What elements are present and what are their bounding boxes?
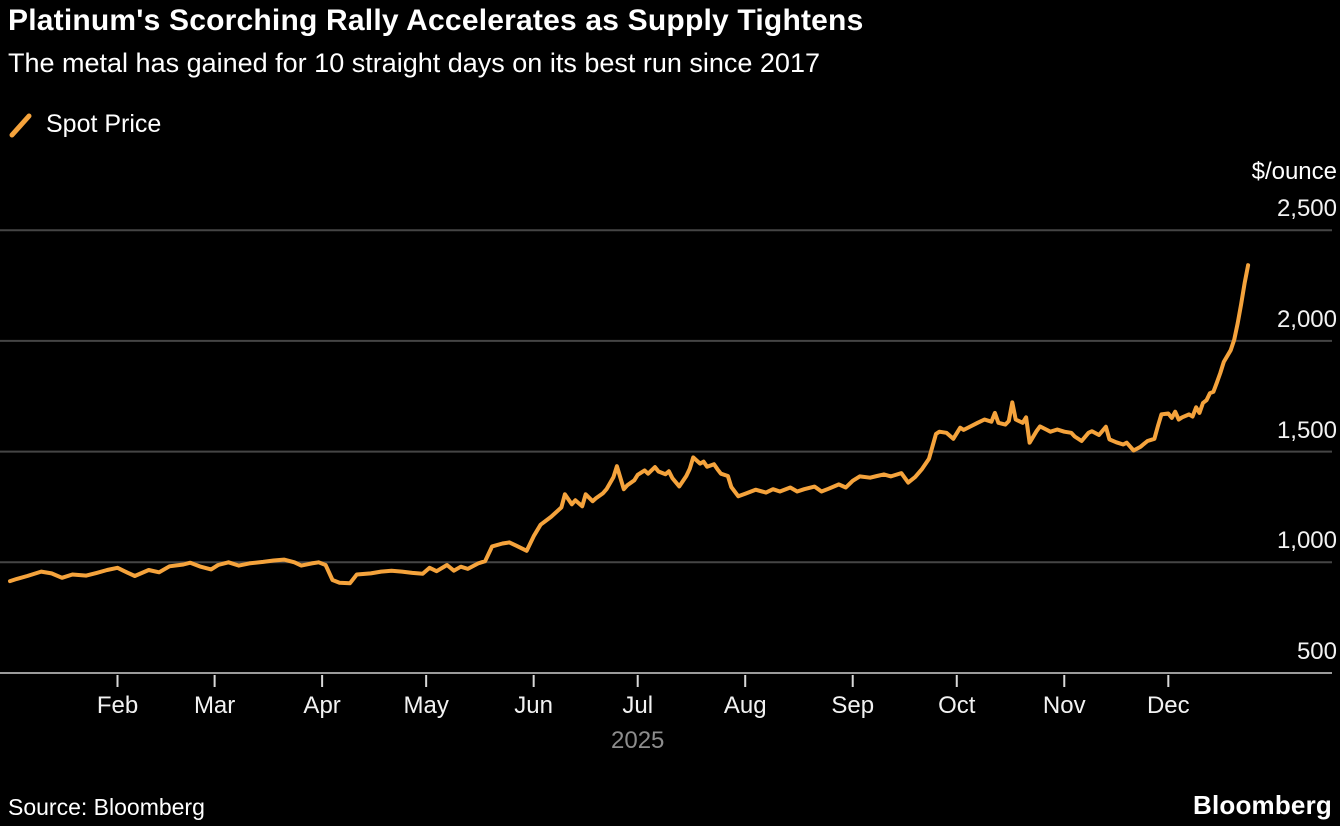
x-axis-label: Nov (1042, 692, 1086, 719)
x-axis-label: Jun (514, 692, 554, 719)
y-axis-label: 2,500 (1276, 195, 1337, 223)
x-axis-label: Sep (831, 692, 875, 719)
spot-price-line-swatch-icon (9, 113, 32, 137)
bloomberg-logo: Bloomberg (1192, 790, 1332, 820)
y-axis-label: 1,000 (1276, 527, 1337, 555)
x-axis-year-label: 2025 (611, 727, 665, 754)
legend: Spot Price (8, 110, 161, 139)
y-axis-label: 500 (1296, 638, 1337, 665)
spot-price-line (8, 263, 1251, 586)
chart-subtitle: The metal has gained for 10 straight day… (8, 48, 820, 78)
x-axis-label: May (403, 692, 449, 719)
chart-title: Platinum's Scorching Rally Accelerates a… (8, 4, 864, 37)
x-axis-label: Feb (96, 692, 139, 719)
y-axis-label: 1,500 (1276, 416, 1337, 444)
x-axis-label: Aug (723, 692, 767, 719)
x-axis-label: Apr (303, 692, 341, 719)
y-axis-label: 2,000 (1276, 305, 1337, 333)
legend-label-spot-price: Spot Price (46, 110, 162, 138)
x-axis-label: Dec (1146, 692, 1190, 719)
x-axis-label: Oct (938, 692, 976, 719)
x-axis-label: Mar (193, 692, 236, 719)
y-axis-unit-label: $/ounce (1251, 158, 1337, 185)
x-axis-label: Jul (622, 692, 654, 719)
source-credit: Source: Bloomberg (8, 794, 205, 820)
